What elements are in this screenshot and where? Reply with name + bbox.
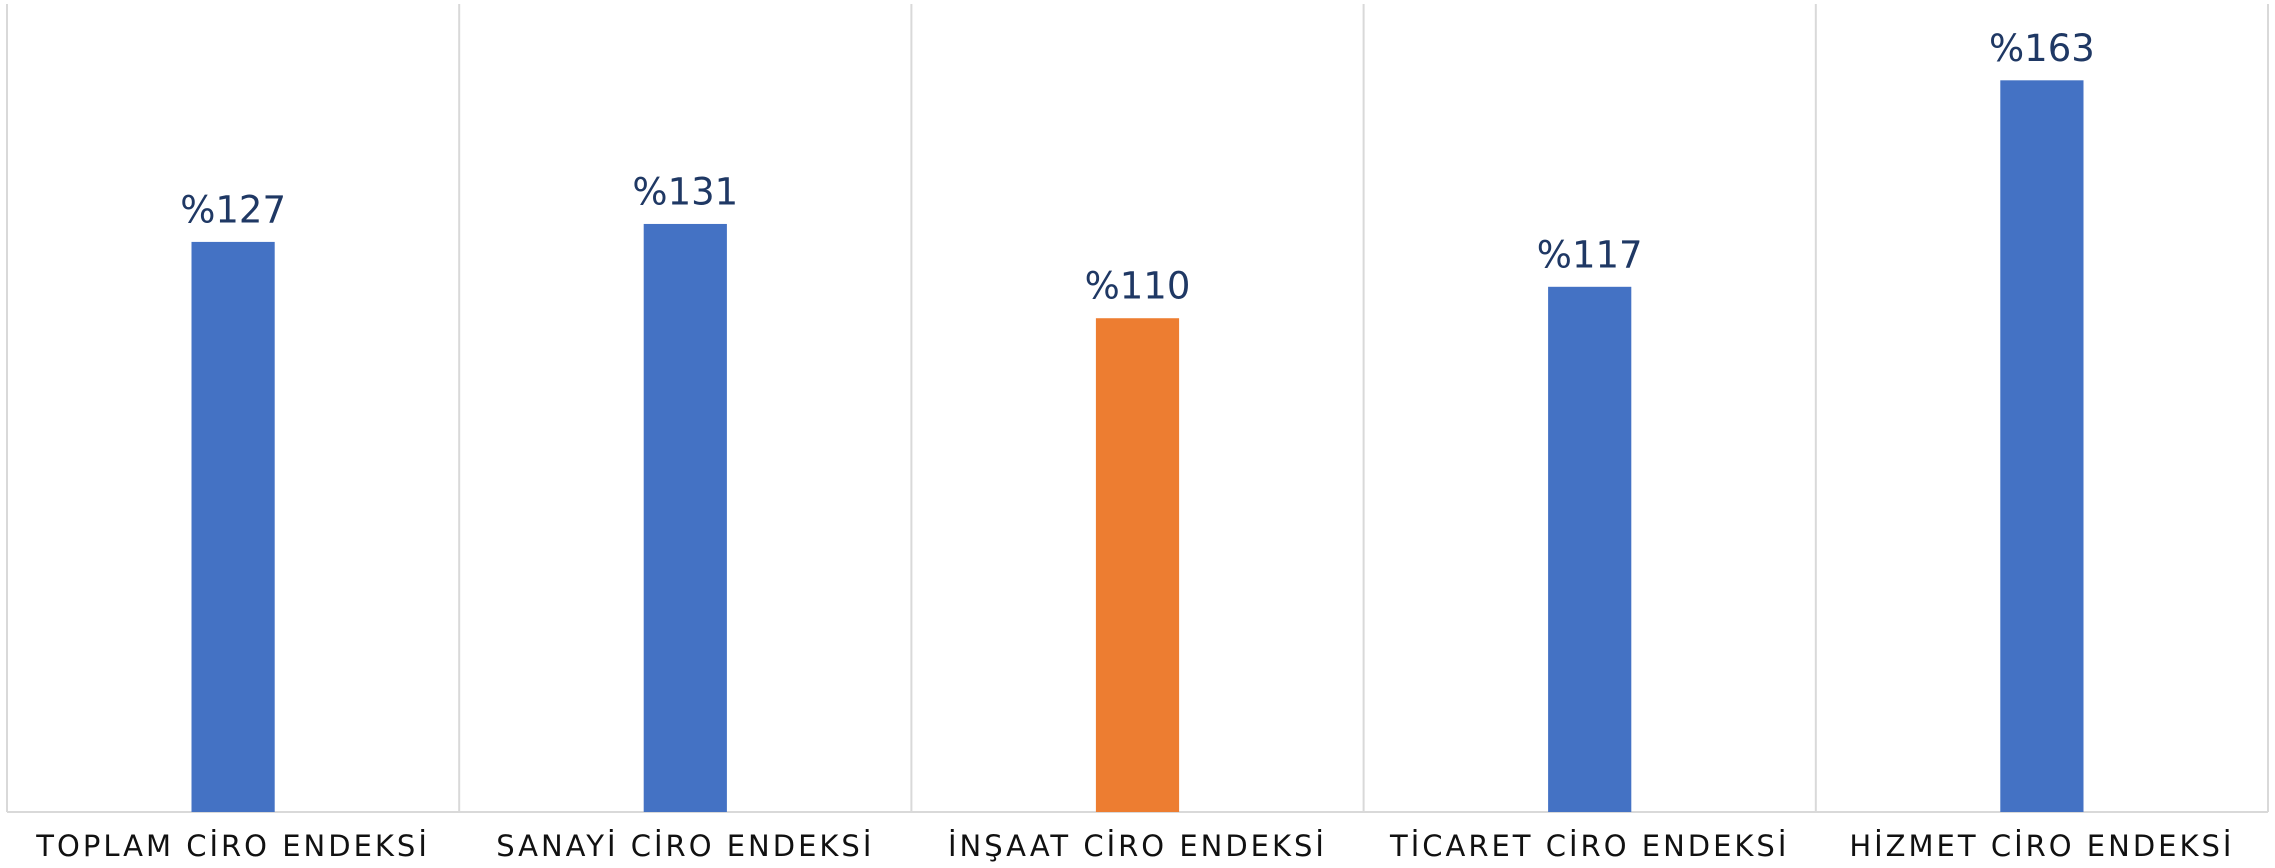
x-tick-label: HİZMET CİRO ENDEKSİ (1849, 829, 2234, 863)
bar (1548, 286, 1632, 812)
data-label: %131 (632, 170, 738, 213)
x-tick-label: TİCARET CİRO ENDEKSİ (1389, 829, 1789, 863)
x-tick-label: TOPLAM CİRO ENDEKSİ (35, 829, 430, 863)
data-label: %163 (1989, 27, 2095, 70)
bar (1095, 318, 1180, 812)
data-label: %127 (180, 188, 286, 231)
bar (191, 241, 275, 812)
data-label: %117 (1537, 233, 1643, 276)
x-tick-label: SANAYİ CİRO ENDEKSİ (496, 829, 874, 863)
bar (643, 223, 727, 812)
data-label: %110 (1085, 265, 1191, 308)
bar (2000, 80, 2084, 813)
x-tick-label: İNŞAAT CİRO ENDEKSİ (948, 829, 1327, 863)
